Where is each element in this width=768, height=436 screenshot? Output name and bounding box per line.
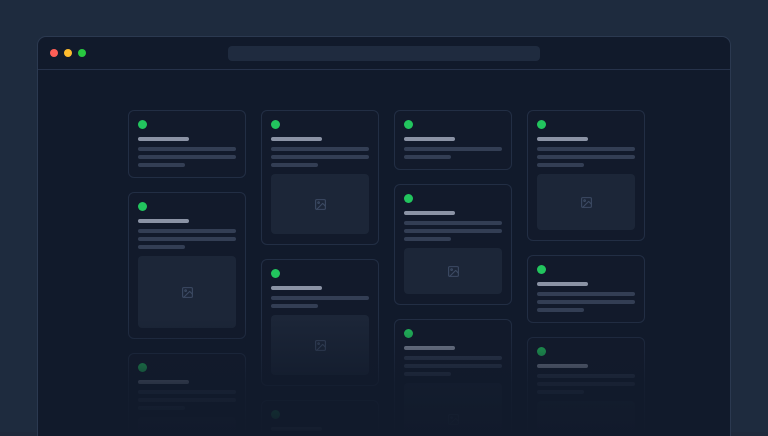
- close-button-icon[interactable]: [50, 49, 58, 57]
- card-title-placeholder: [404, 211, 455, 215]
- card-text-placeholder: [138, 163, 185, 167]
- card-text-placeholder: [138, 390, 236, 394]
- card[interactable]: [394, 319, 512, 436]
- card-text-placeholder: [537, 308, 584, 312]
- card-text-placeholder: [138, 398, 236, 402]
- card-thumbnail[interactable]: [537, 174, 635, 230]
- card-text-placeholder: [271, 147, 369, 151]
- status-dot-icon: [271, 410, 280, 419]
- image-placeholder-icon: [580, 196, 593, 209]
- card-text-placeholder: [537, 374, 635, 378]
- card[interactable]: [394, 184, 512, 305]
- status-dot-icon: [537, 347, 546, 356]
- card-text-placeholder: [138, 406, 185, 410]
- card-text-placeholder: [138, 237, 236, 241]
- card-text-placeholder: [404, 147, 502, 151]
- card[interactable]: [394, 110, 512, 170]
- card-title-placeholder: [537, 364, 588, 368]
- status-dot-icon: [537, 120, 546, 129]
- card-title-placeholder: [404, 137, 455, 141]
- card-thumbnail[interactable]: [138, 256, 236, 328]
- card-thumbnail[interactable]: [271, 174, 369, 234]
- card-column: [261, 110, 379, 436]
- image-placeholder-icon: [447, 265, 460, 278]
- card[interactable]: [527, 255, 645, 323]
- card-text-placeholder: [404, 155, 451, 159]
- card-text-placeholder: [537, 147, 635, 151]
- card-text-placeholder: [404, 229, 502, 233]
- card-title-placeholder: [138, 219, 189, 223]
- card-text-placeholder: [404, 372, 451, 376]
- status-dot-icon: [404, 194, 413, 203]
- minimize-button-icon[interactable]: [64, 49, 72, 57]
- card-text-placeholder: [404, 237, 451, 241]
- card-text-placeholder: [138, 229, 236, 233]
- status-dot-icon: [271, 269, 280, 278]
- card-title-placeholder: [138, 137, 189, 141]
- card-text-placeholder: [271, 304, 318, 308]
- status-dot-icon: [404, 120, 413, 129]
- status-dot-icon: [271, 120, 280, 129]
- card-text-placeholder: [404, 221, 502, 225]
- address-bar[interactable]: [228, 46, 540, 61]
- card-text-placeholder: [404, 364, 502, 368]
- image-placeholder-icon: [314, 198, 327, 211]
- status-dot-icon: [404, 329, 413, 338]
- card-text-placeholder: [537, 300, 635, 304]
- card-text-placeholder: [138, 147, 236, 151]
- card-thumbnail[interactable]: [271, 315, 369, 375]
- image-placeholder-icon: [181, 286, 194, 299]
- window-titlebar: [38, 37, 730, 70]
- image-placeholder-icon: [447, 413, 460, 426]
- card-title-placeholder: [271, 286, 322, 290]
- card-text-placeholder: [271, 155, 369, 159]
- card-thumbnail[interactable]: [138, 417, 236, 436]
- card-text-placeholder: [537, 163, 584, 167]
- card-column: [128, 110, 246, 436]
- browser-window: [37, 36, 731, 436]
- card-text-placeholder: [271, 163, 318, 167]
- status-dot-icon: [138, 363, 147, 372]
- card-title-placeholder: [404, 346, 455, 350]
- content-viewport: [38, 70, 730, 436]
- card-text-placeholder: [138, 245, 185, 249]
- card[interactable]: [128, 110, 246, 178]
- card[interactable]: [261, 400, 379, 436]
- card-thumbnail[interactable]: [404, 248, 502, 294]
- card-title-placeholder: [537, 282, 588, 286]
- card[interactable]: [527, 110, 645, 241]
- card-title-placeholder: [138, 380, 189, 384]
- card-text-placeholder: [537, 382, 635, 386]
- card-column: [394, 110, 512, 436]
- card-text-placeholder: [404, 356, 502, 360]
- card[interactable]: [261, 259, 379, 386]
- traffic-light-group: [50, 49, 86, 57]
- card[interactable]: [128, 192, 246, 339]
- card-text-placeholder: [271, 296, 369, 300]
- status-dot-icon: [138, 202, 147, 211]
- status-dot-icon: [537, 265, 546, 274]
- image-placeholder-icon: [314, 339, 327, 352]
- card-title-placeholder: [537, 137, 588, 141]
- card-text-placeholder: [138, 155, 236, 159]
- card[interactable]: [527, 337, 645, 436]
- card[interactable]: [128, 353, 246, 436]
- status-dot-icon: [138, 120, 147, 129]
- card-grid: [128, 110, 645, 436]
- card-text-placeholder: [537, 292, 635, 296]
- card-thumbnail[interactable]: [537, 401, 635, 436]
- card-text-placeholder: [537, 390, 584, 394]
- image-placeholder-icon: [580, 431, 593, 436]
- card-text-placeholder: [537, 155, 635, 159]
- card-title-placeholder: [271, 427, 322, 431]
- card-column: [527, 110, 645, 436]
- maximize-button-icon[interactable]: [78, 49, 86, 57]
- card-title-placeholder: [271, 137, 322, 141]
- card-thumbnail[interactable]: [404, 383, 502, 436]
- card[interactable]: [261, 110, 379, 245]
